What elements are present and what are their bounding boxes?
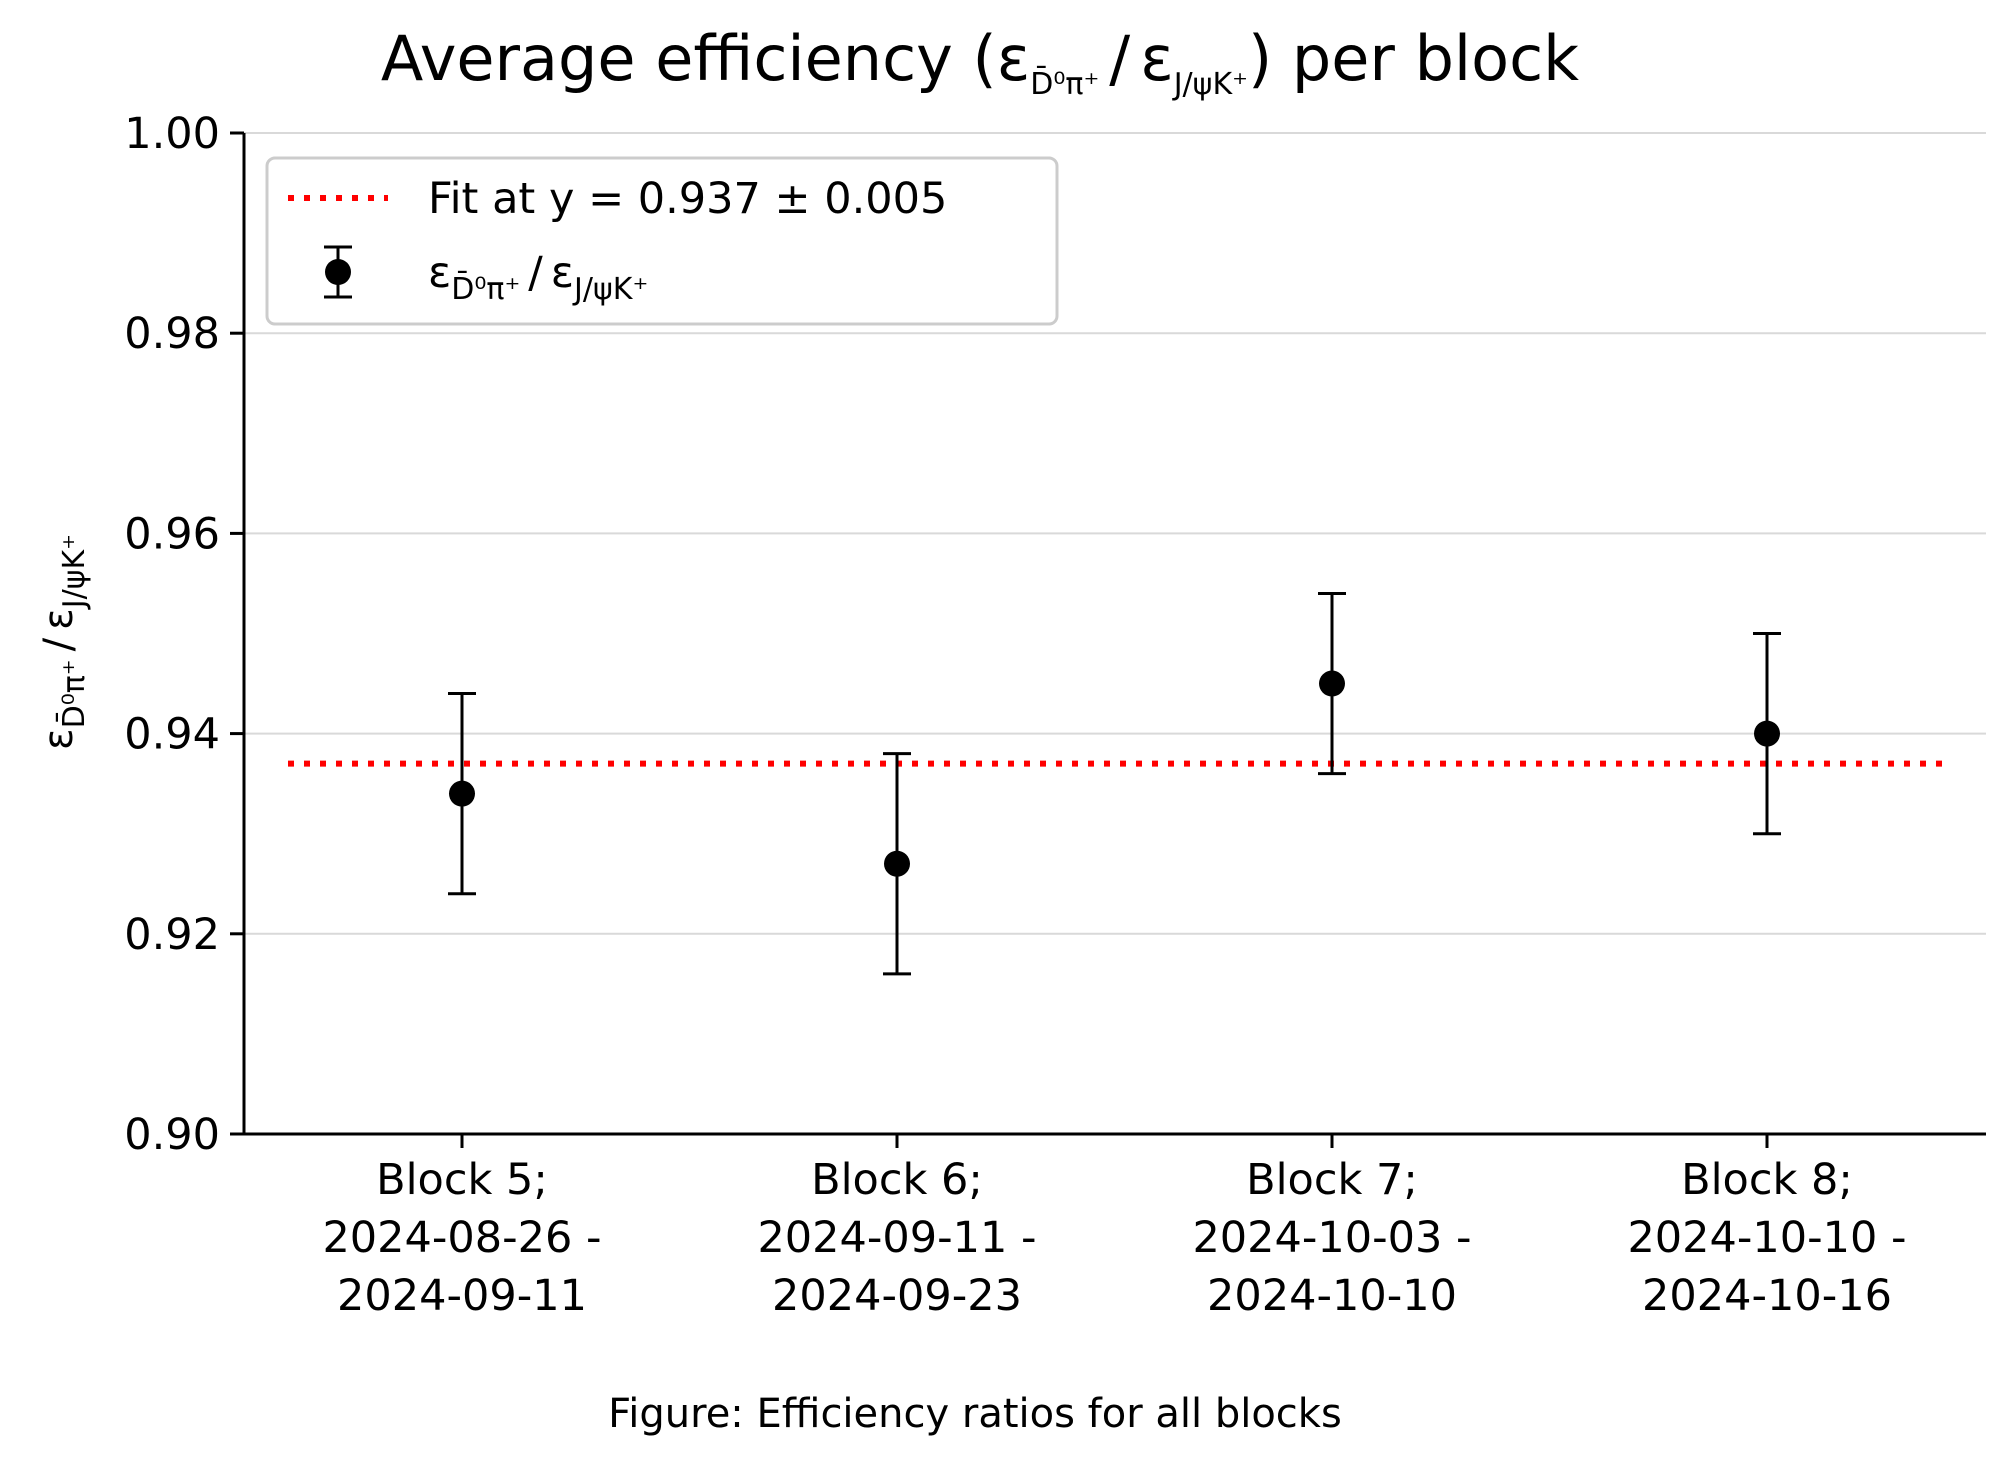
chart-title-suffix: ) per block [1248, 22, 1579, 95]
y-tick-label-5: 1.00 [124, 109, 220, 159]
x-tick-label-line: Block 6; [811, 1155, 983, 1205]
y-tick-label-2: 0.94 [124, 710, 220, 760]
axes-layer: 0.90 0.92 0.94 0.96 0.98 1.00 Block 5; 2024-08-… [124, 109, 1986, 1321]
title-den-sub: J/ψK⁺ [1172, 67, 1248, 102]
y-tick-label-3: 0.96 [124, 509, 220, 559]
legend-fit-label: Fit at y = 0.937 ± 0.005 [428, 174, 947, 224]
x-tick-label-line: 2024-10-16 [1642, 1271, 1892, 1321]
x-tick-label-line: 2024-08-26 - [322, 1213, 601, 1263]
y-tick-label-0: 0.90 [124, 1110, 220, 1160]
x-tick-label-line: Block 8; [1681, 1155, 1853, 1205]
data-point-3 [1754, 720, 1780, 747]
legend-den-sub: J/ψK⁺ [572, 272, 648, 307]
legend-num-base: ε [428, 248, 451, 298]
data-point-0 [449, 780, 475, 807]
legend-den-base: ε [551, 248, 574, 298]
chart-title: Average efficiency (εD̄⁰π⁺ / εJ/ψK⁺) per b… [381, 22, 1579, 102]
y-axis-label: εD̄⁰π⁺/εJ/ψK⁺ [36, 534, 92, 750]
chart-title-prefix: Average efficiency ( [381, 22, 997, 95]
x-tick-label-line: 2024-10-10 - [1627, 1213, 1906, 1263]
x-tick-label-2: Block 7; 2024-10-03 - 2024-10-10 [1192, 1155, 1471, 1321]
title-num-sub: D̄⁰π⁺ [1030, 66, 1099, 102]
x-tick-label-line: 2024-09-23 [772, 1271, 1022, 1321]
x-tick-label-line: 2024-10-03 - [1192, 1213, 1471, 1263]
legend-box [265, 156, 1059, 326]
data-point-2 [1319, 670, 1345, 697]
legend-separator: / [528, 248, 543, 298]
title-num-base: ε [997, 22, 1031, 95]
x-tick-label-3: Block 8; 2024-10-10 - 2024-10-16 [1627, 1155, 1906, 1321]
legend-marker-point [325, 259, 351, 285]
ylabel-den-sub: J/ψK⁺ [57, 534, 92, 610]
x-tick-label-line: 2024-09-11 - [757, 1213, 1036, 1263]
ylabel-num-sub: D̄⁰π⁺ [56, 659, 92, 728]
data-point-1 [884, 850, 910, 877]
legend-series-label: εD̄⁰π⁺ / εJ/ψK⁺ [428, 248, 648, 307]
ylabel-num-base: ε [36, 728, 82, 750]
x-tick-label-1: Block 6; 2024-09-11 - 2024-09-23 [757, 1155, 1036, 1321]
legend: Fit at y = 0.937 ± 0.005 εD̄⁰π⁺ / εJ/ψK⁺ [265, 156, 1059, 326]
figure-caption: Figure: Efficiency ratios for all blocks [608, 1391, 1342, 1437]
title-separator: / [1109, 22, 1130, 95]
y-tick-label-4: 0.98 [124, 309, 220, 359]
x-tick-label-line: Block 7; [1246, 1155, 1418, 1205]
title-den-base: ε [1140, 22, 1174, 95]
ylabel-den-base: ε [36, 608, 82, 630]
x-tick-label-line: 2024-10-10 [1207, 1271, 1457, 1321]
y-tick-label-1: 0.92 [124, 910, 220, 960]
x-tick-label-0: Block 5; 2024-08-26 - 2024-09-11 [322, 1155, 601, 1321]
ylabel-separator: / [36, 637, 82, 651]
legend-num-sub: D̄⁰π⁺ [451, 271, 520, 307]
x-tick-label-line: 2024-09-11 [337, 1271, 587, 1321]
data-layer [448, 591, 1781, 976]
x-tick-label-line: Block 5; [376, 1155, 548, 1205]
